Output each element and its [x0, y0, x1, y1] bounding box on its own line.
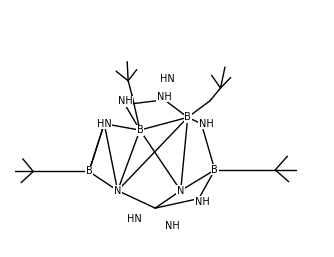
Text: NH: NH [157, 92, 172, 102]
Text: NH: NH [195, 197, 209, 207]
Text: HN: HN [127, 214, 142, 224]
Text: B: B [184, 112, 191, 122]
Text: HN: HN [97, 119, 112, 129]
Text: HN: HN [160, 74, 174, 84]
Text: NH: NH [199, 119, 213, 129]
Text: B: B [86, 167, 92, 177]
Text: NH: NH [165, 221, 180, 231]
Text: N: N [114, 186, 121, 196]
Text: NH: NH [118, 96, 132, 106]
Text: N: N [177, 186, 184, 196]
Text: B: B [137, 125, 143, 135]
Text: B: B [211, 165, 218, 175]
